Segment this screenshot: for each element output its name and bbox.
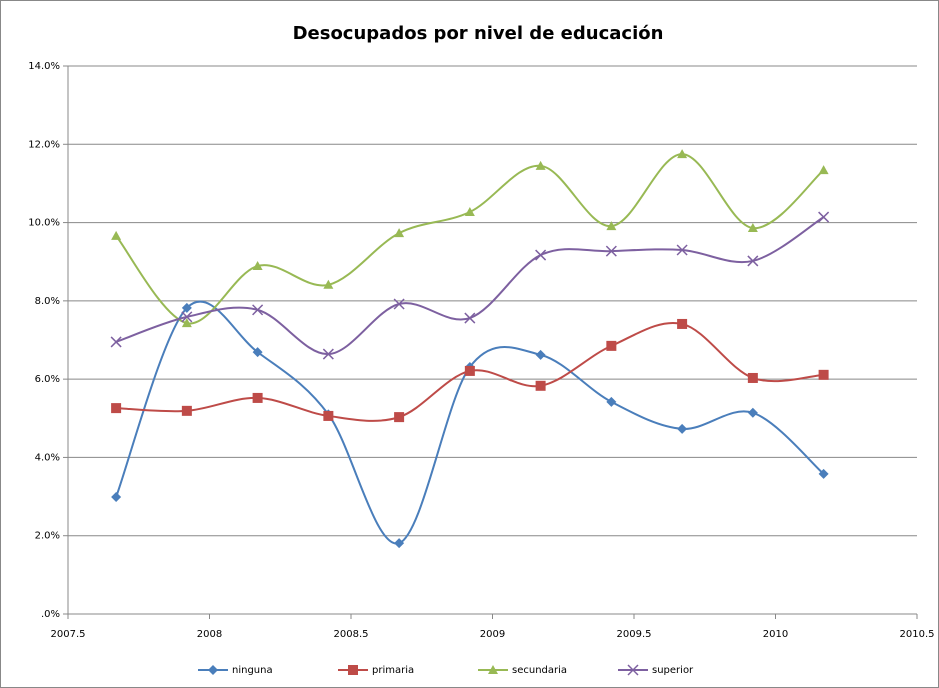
data-point bbox=[111, 491, 122, 502]
legend-marker bbox=[627, 664, 639, 676]
y-tick-label: 2.0% bbox=[35, 531, 60, 542]
data-point bbox=[394, 538, 405, 549]
y-tick-label: 12.0% bbox=[28, 139, 60, 150]
chart-title: Desocupados por nivel de educación bbox=[293, 23, 664, 44]
data-point bbox=[606, 221, 617, 231]
data-point bbox=[605, 245, 617, 257]
data-point bbox=[323, 410, 334, 421]
data-point bbox=[394, 412, 405, 423]
data-point bbox=[818, 468, 829, 479]
y-tick-label: .0% bbox=[41, 609, 60, 620]
data-point bbox=[464, 312, 476, 324]
y-tick-label: 10.0% bbox=[28, 218, 60, 229]
data-point bbox=[252, 261, 263, 271]
x-tick-label: 2008 bbox=[197, 629, 222, 640]
data-point bbox=[111, 230, 122, 240]
x-tick-label: 2009.5 bbox=[617, 629, 652, 640]
x-tick-label: 2007.5 bbox=[51, 629, 86, 640]
legend-marker bbox=[208, 665, 218, 675]
data-point bbox=[747, 407, 758, 418]
y-tick-label: 14.0% bbox=[28, 61, 60, 72]
legend-label: superior bbox=[652, 665, 694, 676]
data-point bbox=[322, 348, 334, 360]
legend-marker bbox=[488, 665, 498, 674]
x-tick-label: 2010.5 bbox=[900, 629, 935, 640]
data-point bbox=[747, 372, 758, 383]
x-tick-label: 2008.5 bbox=[334, 629, 369, 640]
legend-label: secundaria bbox=[512, 665, 567, 676]
data-point bbox=[252, 392, 263, 403]
x-tick-label: 2010 bbox=[763, 629, 788, 640]
y-tick-label: 6.0% bbox=[35, 374, 60, 385]
data-point bbox=[677, 423, 688, 434]
data-point bbox=[252, 304, 264, 316]
data-point bbox=[535, 349, 546, 360]
data-point bbox=[181, 311, 193, 323]
data-point bbox=[323, 279, 334, 289]
data-point bbox=[677, 149, 688, 159]
data-point bbox=[747, 223, 758, 233]
legend-label: ninguna bbox=[232, 665, 273, 676]
data-point bbox=[535, 249, 547, 261]
data-point bbox=[818, 165, 829, 175]
data-point bbox=[676, 244, 688, 256]
data-point bbox=[818, 211, 830, 223]
data-point bbox=[535, 380, 546, 391]
data-point bbox=[818, 369, 829, 380]
data-point bbox=[181, 405, 192, 416]
series-line bbox=[115, 153, 825, 325]
data-point bbox=[747, 255, 759, 267]
y-tick-label: 8.0% bbox=[35, 296, 60, 307]
data-point bbox=[393, 298, 405, 310]
data-point bbox=[535, 160, 546, 170]
data-point bbox=[606, 340, 617, 351]
data-point bbox=[111, 403, 122, 414]
data-point bbox=[181, 302, 192, 313]
data-point bbox=[464, 365, 475, 376]
x-tick-label: 2009 bbox=[480, 629, 505, 640]
data-point bbox=[677, 318, 688, 329]
y-tick-label: 4.0% bbox=[35, 452, 60, 463]
data-point bbox=[394, 228, 405, 238]
data-point bbox=[606, 396, 617, 407]
legend-label: primaria bbox=[372, 665, 414, 676]
data-point bbox=[464, 207, 475, 217]
data-point bbox=[181, 318, 192, 328]
legend-marker bbox=[348, 665, 358, 675]
data-point bbox=[252, 347, 263, 358]
data-point bbox=[110, 336, 122, 348]
